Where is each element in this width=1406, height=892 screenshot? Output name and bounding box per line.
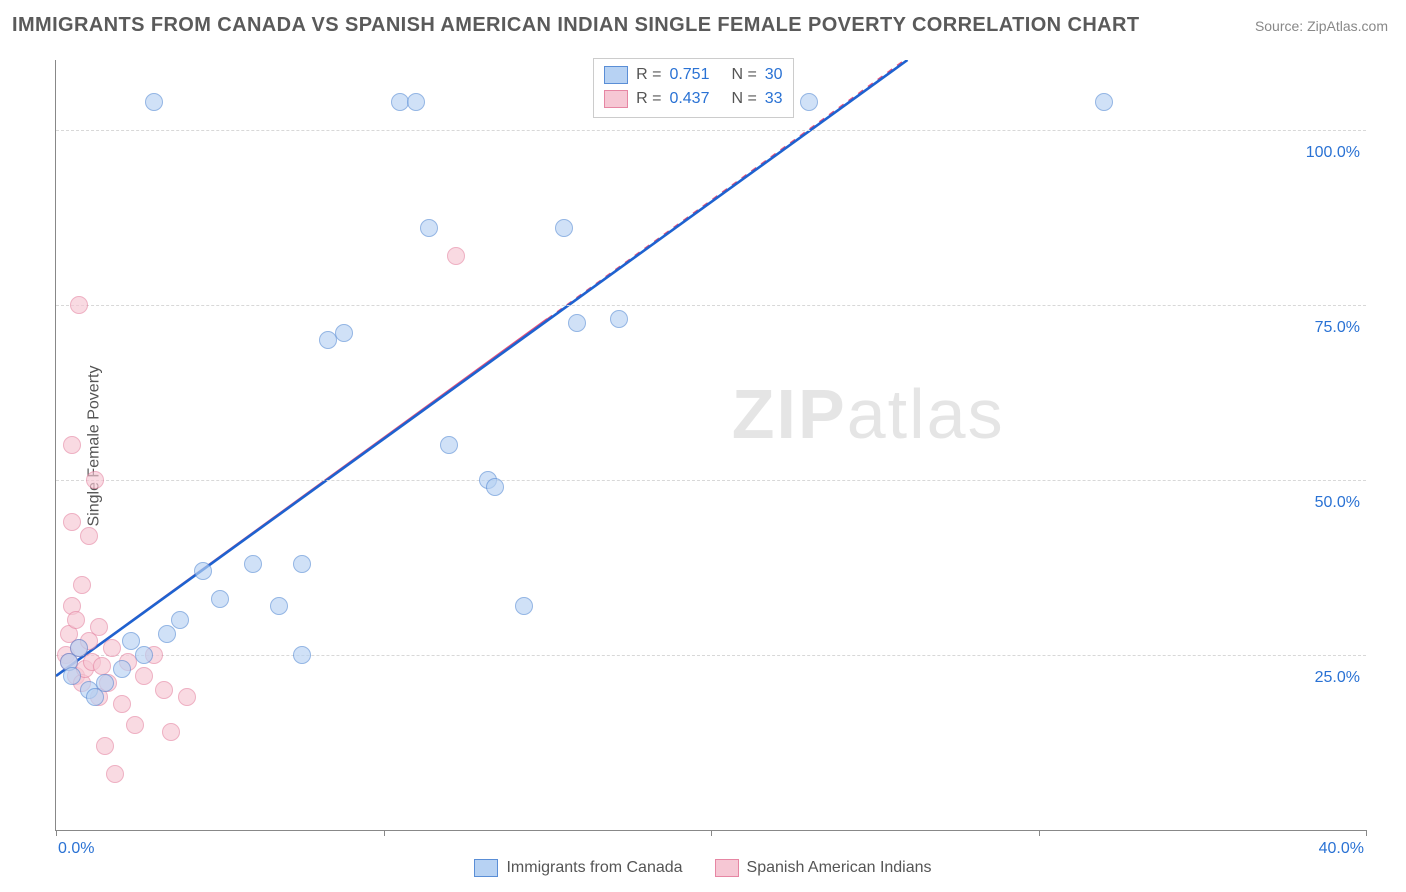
chart-title: IMMIGRANTS FROM CANADA VS SPANISH AMERIC… bbox=[12, 14, 1139, 37]
legend-item: Immigrants from Canada bbox=[474, 859, 682, 877]
watermark-bold: ZIP bbox=[732, 375, 847, 453]
scatter-point-pink bbox=[103, 639, 121, 657]
legend-item-label: Immigrants from Canada bbox=[506, 859, 682, 877]
x-tick-label-min: 0.0% bbox=[58, 840, 94, 858]
source-label: Source: ZipAtlas.com bbox=[1255, 18, 1388, 34]
scatter-point-blue bbox=[800, 93, 818, 111]
scatter-point-blue bbox=[407, 93, 425, 111]
scatter-point-pink bbox=[106, 765, 124, 783]
plot-area: ZIPatlas R = 0.751 N = 30 R = 0.437 N = 33 25.0… bbox=[55, 60, 1366, 831]
scatter-point-blue bbox=[391, 93, 409, 111]
scatter-point-pink bbox=[63, 513, 81, 531]
scatter-point-pink bbox=[113, 695, 131, 713]
scatter-point-pink bbox=[80, 527, 98, 545]
scatter-point-blue bbox=[211, 590, 229, 608]
scatter-point-blue bbox=[194, 562, 212, 580]
scatter-point-blue bbox=[63, 667, 81, 685]
x-tick bbox=[56, 830, 57, 836]
y-tick-label: 100.0% bbox=[1300, 144, 1360, 162]
scatter-point-pink bbox=[178, 688, 196, 706]
scatter-point-blue bbox=[158, 625, 176, 643]
scatter-point-blue bbox=[486, 478, 504, 496]
blue-swatch bbox=[474, 859, 498, 877]
gridline-h bbox=[56, 480, 1366, 481]
scatter-point-blue bbox=[96, 674, 114, 692]
gridline-h bbox=[56, 130, 1366, 131]
pink-swatch bbox=[604, 90, 628, 108]
watermark: ZIPatlas bbox=[732, 374, 1005, 454]
legend-correlation: R = 0.751 N = 30 R = 0.437 N = 33 bbox=[593, 58, 793, 118]
trend-line bbox=[56, 60, 908, 676]
scatter-point-pink bbox=[73, 576, 91, 594]
x-tick-label-max: 40.0% bbox=[1319, 840, 1364, 858]
scatter-point-blue bbox=[319, 331, 337, 349]
legend-r-label: R = bbox=[636, 90, 661, 108]
scatter-point-blue bbox=[420, 219, 438, 237]
scatter-point-pink bbox=[135, 667, 153, 685]
scatter-point-pink bbox=[126, 716, 144, 734]
scatter-point-blue bbox=[171, 611, 189, 629]
scatter-point-blue bbox=[270, 597, 288, 615]
scatter-point-blue bbox=[555, 219, 573, 237]
scatter-point-blue bbox=[244, 555, 262, 573]
trend-line bbox=[56, 319, 547, 676]
scatter-point-blue bbox=[145, 93, 163, 111]
scatter-point-blue bbox=[440, 436, 458, 454]
scatter-point-blue bbox=[1095, 93, 1113, 111]
y-tick-label: 75.0% bbox=[1300, 319, 1360, 337]
gridline-h bbox=[56, 655, 1366, 656]
legend-r-label: R = bbox=[636, 66, 661, 84]
legend-series: Immigrants from Canada Spanish American I… bbox=[0, 859, 1406, 882]
scatter-point-pink bbox=[93, 657, 111, 675]
legend-n-value: 33 bbox=[765, 90, 783, 108]
scatter-point-blue bbox=[293, 646, 311, 664]
legend-item-label: Spanish American Indians bbox=[747, 859, 932, 877]
scatter-point-blue bbox=[568, 314, 586, 332]
scatter-point-pink bbox=[162, 723, 180, 741]
x-tick bbox=[1039, 830, 1040, 836]
x-tick bbox=[1366, 830, 1367, 836]
scatter-point-pink bbox=[447, 247, 465, 265]
scatter-point-pink bbox=[90, 618, 108, 636]
scatter-point-pink bbox=[96, 737, 114, 755]
x-tick bbox=[711, 830, 712, 836]
watermark-rest: atlas bbox=[847, 375, 1005, 453]
legend-row: R = 0.751 N = 30 bbox=[604, 63, 782, 87]
x-tick bbox=[384, 830, 385, 836]
scatter-point-blue bbox=[135, 646, 153, 664]
y-tick-label: 50.0% bbox=[1300, 494, 1360, 512]
gridline-h bbox=[56, 305, 1366, 306]
scatter-point-blue bbox=[113, 660, 131, 678]
legend-r-value: 0.437 bbox=[669, 90, 723, 108]
scatter-point-blue bbox=[610, 310, 628, 328]
scatter-point-pink bbox=[67, 611, 85, 629]
legend-row: R = 0.437 N = 33 bbox=[604, 87, 782, 111]
legend-n-label: N = bbox=[731, 66, 756, 84]
scatter-point-pink bbox=[86, 471, 104, 489]
legend-n-label: N = bbox=[731, 90, 756, 108]
scatter-point-blue bbox=[293, 555, 311, 573]
legend-r-value: 0.751 bbox=[669, 66, 723, 84]
scatter-point-pink bbox=[63, 436, 81, 454]
scatter-point-pink bbox=[70, 296, 88, 314]
scatter-point-blue bbox=[335, 324, 353, 342]
trend-lines-layer bbox=[56, 60, 1366, 830]
legend-n-value: 30 bbox=[765, 66, 783, 84]
pink-swatch bbox=[715, 859, 739, 877]
y-tick-label: 25.0% bbox=[1300, 669, 1360, 687]
blue-swatch bbox=[604, 66, 628, 84]
scatter-point-blue bbox=[515, 597, 533, 615]
legend-item: Spanish American Indians bbox=[715, 859, 932, 877]
scatter-point-blue bbox=[70, 639, 88, 657]
scatter-point-pink bbox=[155, 681, 173, 699]
